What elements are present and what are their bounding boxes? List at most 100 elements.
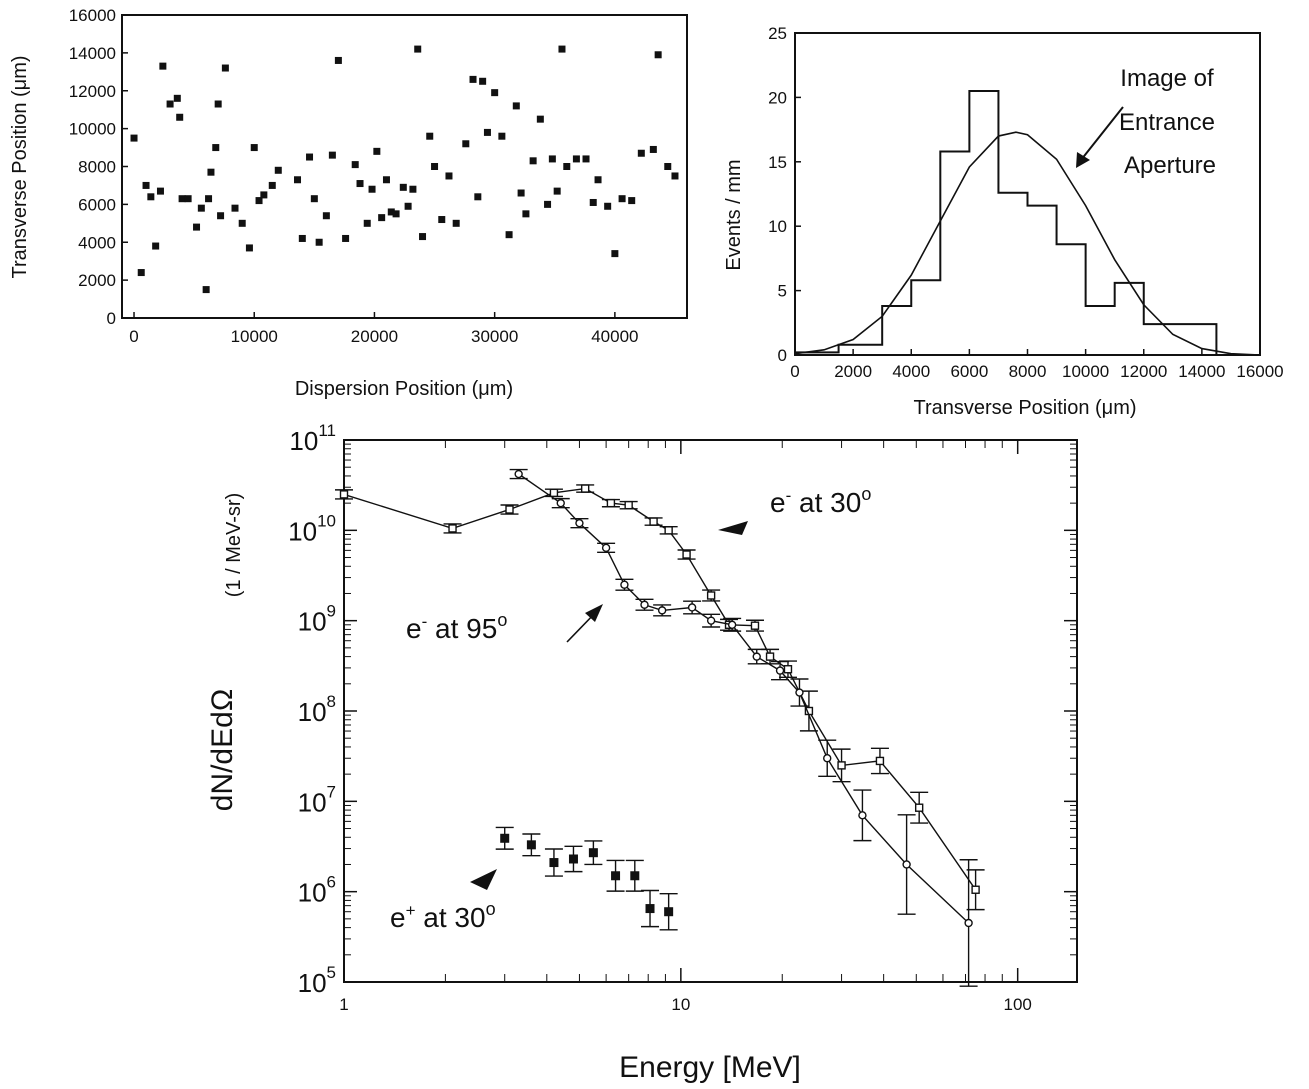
scatter-x-tick-label: 20000 [351, 327, 398, 346]
spectrum-x-tick-label: 1 [339, 995, 348, 1014]
series-e-minus-95-point [706, 591, 716, 600]
scatter-point [328, 151, 336, 159]
scatter-point [628, 197, 636, 205]
scatter-point [544, 200, 552, 208]
scatter-point [322, 212, 330, 220]
scatter-point [363, 219, 371, 227]
scatter-point [399, 183, 407, 191]
spectrum-y-tick-label: 108 [298, 692, 336, 727]
scatter-point [438, 216, 446, 224]
scatter-point [426, 132, 434, 140]
scatter-point [572, 155, 580, 163]
series-e-minus-30-point [687, 603, 697, 612]
series-e-minus-95-point [549, 488, 559, 498]
histogram-x-tick-label: 0 [790, 362, 799, 381]
scatter-x-tick-label: 10000 [231, 327, 278, 346]
scatter-point [387, 208, 395, 216]
scatter-point [664, 163, 672, 170]
spectrum-x-tick-label: 10 [671, 995, 690, 1014]
scatter-point [558, 45, 566, 53]
scatter-point [479, 77, 487, 85]
scatter-point [351, 161, 359, 169]
scatter-point [268, 181, 276, 189]
series-e-minus-95-point [505, 505, 514, 514]
scatter-point [152, 242, 160, 250]
series-e-minus-30-point [964, 918, 973, 928]
histogram-annotation-line-3: Aperture [1124, 152, 1216, 179]
series-e-plus-30-point [630, 871, 640, 881]
scatter-point [178, 195, 186, 203]
histogram-x-tick-label: 2000 [834, 362, 872, 381]
scatter-point [197, 204, 205, 212]
histogram-x-tick-label: 16000 [1236, 362, 1283, 381]
scatter-point [594, 176, 602, 184]
svg-text:e+ at 30o: e+ at 30o [390, 899, 496, 933]
histogram-x-tick-label: 14000 [1178, 362, 1225, 381]
scatter-point [214, 100, 222, 108]
series-e-plus-30-point [611, 871, 621, 881]
histogram-x-ticks: 0 2000 4000 6000 8000 10000 12000 14000 16000 [790, 349, 1284, 381]
scatter-point [260, 191, 268, 199]
scatter-point [205, 195, 213, 203]
scatter-point [315, 238, 323, 246]
histogram-bars [794, 89, 1260, 356]
scatter-point [378, 214, 386, 222]
spectrum-x-minor-ticks [444, 440, 1003, 982]
series-e-minus-95-point [875, 756, 885, 766]
series-e-minus-30-point [823, 754, 832, 763]
scatter-point [462, 140, 470, 148]
scatter-point [611, 250, 619, 258]
histogram-x-tick-label: 12000 [1120, 362, 1167, 381]
series-e-minus-30 [509, 468, 978, 987]
histogram-y-tick-label: 5 [778, 282, 787, 301]
scatter-point [409, 185, 417, 193]
scatter-y-tick-label: 4000 [78, 233, 116, 252]
series-e-minus-30-point [752, 652, 761, 661]
histogram-y-ticks: 0 5 10 15 20 25 [768, 24, 801, 365]
scatter-point [548, 155, 556, 163]
series-e-minus-95-point [339, 490, 349, 499]
scatter-x-tick-label: 30000 [471, 327, 518, 346]
scatter-point [491, 89, 499, 97]
histogram-y-tick-label: 0 [778, 346, 787, 365]
series-e-minus-30-point [902, 860, 911, 869]
scatter-point [671, 172, 679, 180]
histogram-chart: 0 5 10 15 20 25 0 2000 4000 6000 8000 10000 12000 14… [723, 24, 1284, 419]
series-e-minus-95-point [580, 484, 590, 493]
series-e-minus-95-point [837, 761, 846, 770]
spectrum-chart: 105 106 107 108 109 1010 1011 1 10 100 e- at 30o… [206, 421, 1078, 1084]
scatter-y-tick-label: 12000 [69, 82, 116, 101]
series-e-minus-95-point [783, 665, 793, 674]
series-e-minus-30-point [657, 606, 667, 615]
scatter-point [419, 233, 427, 241]
scatter-point [649, 145, 657, 153]
scatter-point [184, 195, 192, 203]
series-e-minus-30-point [640, 600, 649, 609]
scatter-point [392, 210, 400, 218]
scatter-point [654, 51, 662, 59]
scatter-point [217, 212, 225, 220]
histogram-fit-curve [794, 131, 1261, 356]
scatter-point [130, 134, 138, 142]
histogram-x-tick-label: 10000 [1062, 362, 1109, 381]
scatter-points [130, 45, 679, 294]
spectrum-y-tick-label: 109 [298, 602, 336, 637]
scatter-point [589, 198, 597, 206]
histogram-y-tick-label: 15 [768, 153, 787, 172]
scatter-y-tick-label: 6000 [78, 195, 116, 214]
scatter-point [445, 172, 453, 180]
scatter-point [221, 64, 229, 72]
scatter-point [212, 144, 220, 152]
histogram-annotation-line-1: Image of [1120, 65, 1214, 92]
histogram-x-tick-label: 8000 [1009, 362, 1047, 381]
series-e-minus-95-point [971, 885, 980, 894]
scatter-point [536, 115, 544, 123]
spectrum-x-ticks: 1 10 100 [339, 440, 1032, 1014]
spectrum-y-minor-ticks [344, 443, 1077, 956]
scatter-point [306, 153, 314, 161]
scatter-point [255, 197, 263, 205]
scatter-point [517, 189, 525, 197]
spectrum-x-tick-label: 100 [1003, 995, 1031, 1014]
scatter-point [553, 187, 561, 195]
